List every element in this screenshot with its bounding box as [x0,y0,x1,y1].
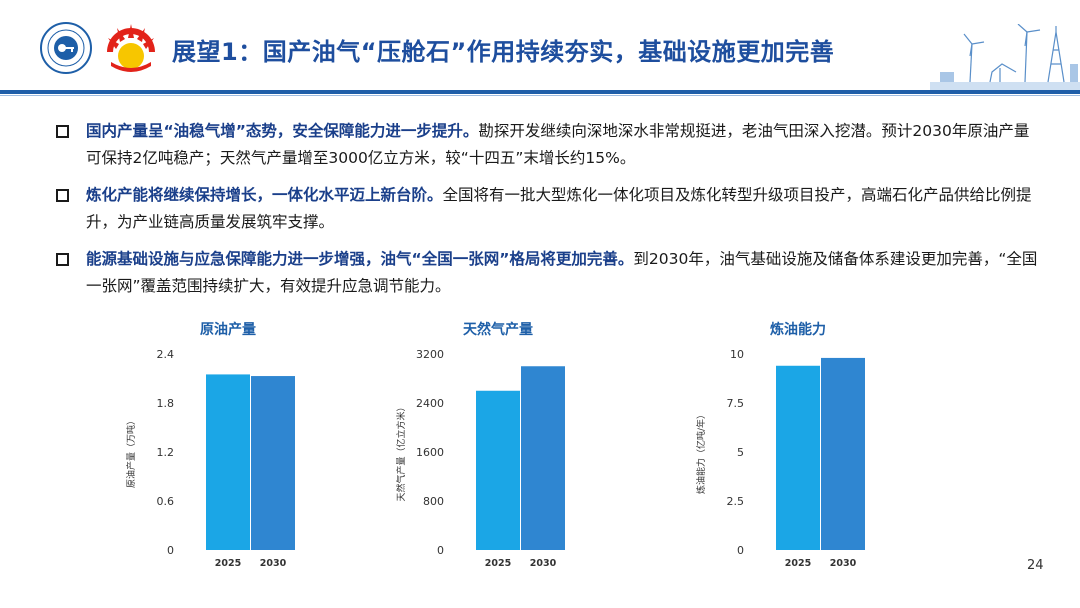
header-divider [0,90,1080,94]
natural-gas-chart: 天然气产量天然气产量（亿立方米） 0 800 1600 2400 3200 2025 2030 [390,318,620,578]
bullet-text: 勘探开发继续向深地深水非常规挺进，老油气田深入挖潜。预计2030年原油产量可保持… [86,122,1030,167]
bullet-text: 全国将有一批大型炼化一体化项目及炼化转型升级项目投产，高端石化产品供给比例提升，… [86,186,1032,231]
y-axis-label: 原油产量（万吨） [125,416,137,488]
bullet-lead: 能源基础设施与应急保障能力进一步增强，油气“全国一张网”格局将更加完善。 [86,250,634,268]
y-tick-label: 0 [437,544,444,557]
y-tick-label: 1.8 [157,397,175,410]
x-tick-label: 2030 [260,558,287,569]
institute-seal-logo-icon [40,22,92,74]
y-tick-label: 10 [730,348,744,361]
chart-title: 天然气产量 [463,321,533,338]
x-tick-label: 2025 [215,558,241,569]
y-axis-label: 天然气产量（亿立方米） [395,402,407,501]
page-number: 24 [1027,558,1044,573]
y-axis-label: 炼油能力（亿吨/年） [695,410,707,494]
cnpc-sunflower-logo-icon [107,24,155,72]
y-tick-label: 800 [423,495,444,508]
bar-2025 [476,390,520,550]
bullet-list: 国内产量呈“油稳气增”态势，安全保障能力进一步提升。勘探开发继续向深地深水非常规… [50,118,1040,310]
bullet-text: 到2030年，油气基础设施及储备体系建设更加完善，“全国一张网”覆盖范围持续扩大… [86,250,1038,295]
bar-2025 [776,365,820,550]
chart-title: 炼油能力 [770,321,826,338]
bullet-lead: 国内产量呈“油稳气增”态势，安全保障能力进一步提升。 [86,122,479,140]
oil-derrick-wind-turbine-icon [930,24,1080,94]
x-tick-label: 2025 [785,558,811,569]
y-tick-label: 3200 [416,348,444,361]
y-tick-label: 1600 [416,446,444,459]
bullet-item: 炼化产能将继续保持增长，一体化水平迈上新台阶。全国将有一批大型炼化一体化项目及炼… [50,182,1040,236]
refining-capacity-chart: 炼油能力炼油能力（亿吨/年） 0 2.5 5 7.5 10 2025 2030 [690,318,920,578]
header: 展望1：国产油气“压舱石”作用持续夯实，基础设施更加完善 [0,0,1080,95]
y-tick-label: 2400 [416,397,444,410]
square-bullet-icon [56,253,69,266]
y-tick-label: 2.4 [157,348,175,361]
x-tick-label: 2030 [830,558,857,569]
x-tick-label: 2025 [485,558,511,569]
bullet-item: 国内产量呈“油稳气增”态势，安全保障能力进一步提升。勘探开发继续向深地深水非常规… [50,118,1040,172]
square-bullet-icon [56,189,69,202]
y-tick-label: 7.5 [727,397,745,410]
y-tick-label: 0 [167,544,174,557]
bullet-item: 能源基础设施与应急保障能力进一步增强，油气“全国一张网”格局将更加完善。到203… [50,246,1040,300]
square-bullet-icon [56,125,69,138]
y-tick-label: 0 [737,544,744,557]
y-tick-label: 1.2 [157,446,175,459]
bar-2030 [251,376,295,550]
y-tick-label: 5 [737,446,744,459]
bar-2025 [206,374,250,550]
chart-title: 原油产量 [200,321,256,338]
bullet-lead: 炼化产能将继续保持增长，一体化水平迈上新台阶。 [86,186,443,204]
header-divider-thin [0,95,1080,96]
page-title: 展望1：国产油气“压舱石”作用持续夯实，基础设施更加完善 [172,38,835,66]
x-tick-label: 2030 [530,558,557,569]
y-tick-label: 2.5 [727,495,745,508]
crude-oil-chart: 原油产量原油产量（万吨） 0 0.6 1.2 1.8 2.4 2025 2030 [120,318,350,578]
bar-2030 [521,366,565,550]
y-tick-label: 0.6 [157,495,175,508]
bar-2030 [821,357,865,550]
